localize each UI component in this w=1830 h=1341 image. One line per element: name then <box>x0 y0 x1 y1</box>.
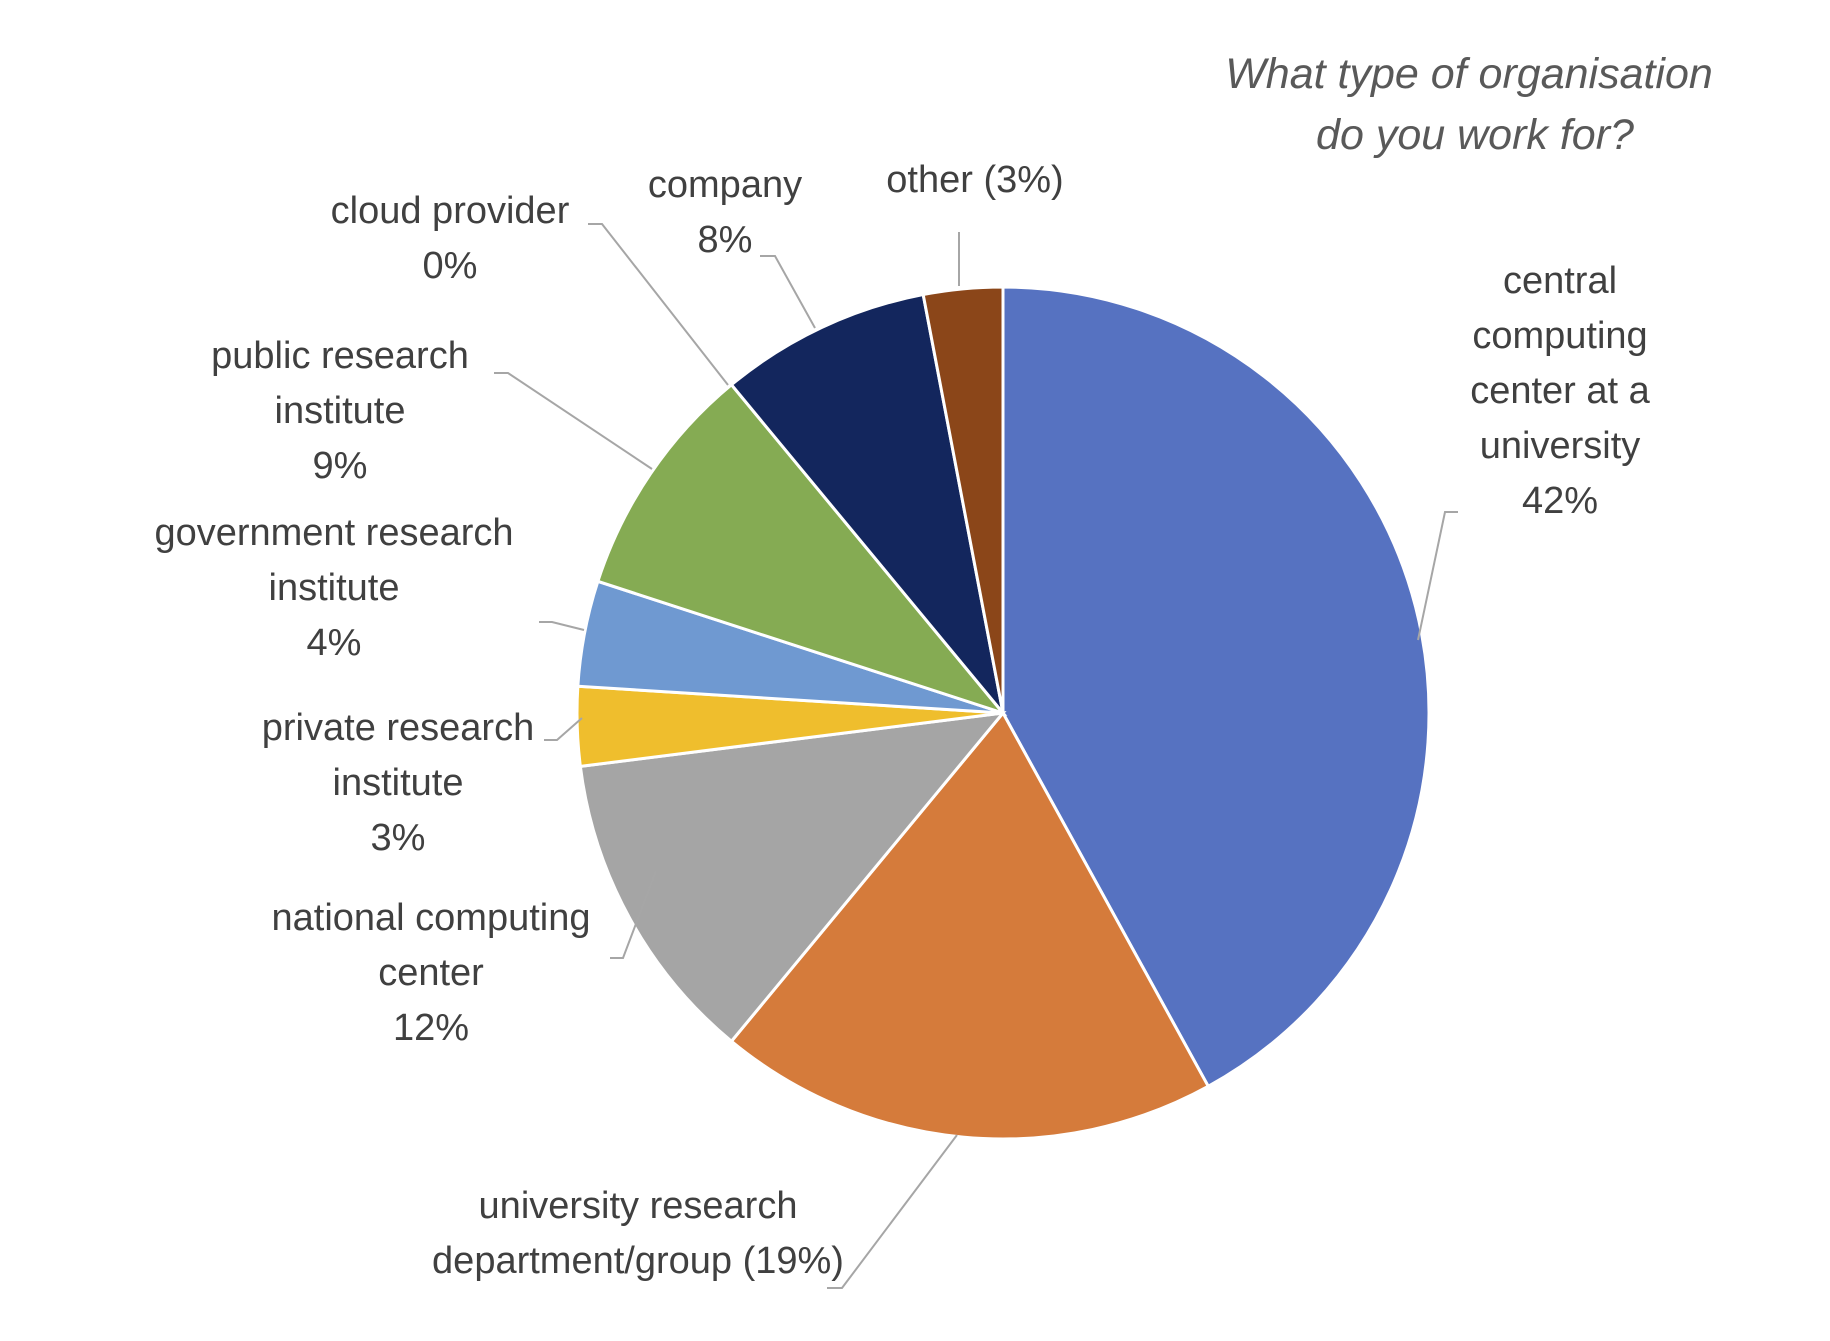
slice-label-line: university research <box>479 1185 798 1227</box>
slice-label-government-research-institute: government research institute 4% <box>154 512 513 664</box>
leader-line-company <box>760 255 816 329</box>
slice-label-line: central <box>1503 260 1617 302</box>
slice-label-national-computing-center: national computing center 12% <box>272 897 591 1049</box>
slice-label-private-research-institute: private research institute 3% <box>262 707 534 859</box>
slice-label-line: center at a <box>1470 370 1650 412</box>
slice-label-central-computing-center-at-a-university: central computing center at a university 42% <box>1470 260 1650 522</box>
slice-label-company: company 8% <box>648 164 802 261</box>
slice-label-line: 9% <box>313 445 368 487</box>
leader-line-public-research-institute <box>494 372 653 470</box>
slice-label-public-research-institute: public research institute 9% <box>211 335 469 487</box>
pie-slice-central-computing-center-at-a-university <box>1001 285 1431 1089</box>
slice-label-line: 4% <box>307 622 362 664</box>
slice-label-line: computing <box>1472 315 1647 357</box>
pie-slice-other <box>921 285 1005 714</box>
leader-line-private-research-institute <box>544 717 583 741</box>
slice-labels: central computing center at a university 42%… <box>154 159 1650 1282</box>
slice-label-line: department/group (19%) <box>432 1240 844 1282</box>
leader-line-central-computing-center-at-a-university <box>1417 511 1458 641</box>
chart-title: What type of organisation do you work fo… <box>1225 50 1725 159</box>
slice-label-line: 0% <box>423 245 478 287</box>
leader-line-cloud-provider <box>588 223 729 386</box>
slice-label-other: other (3%) <box>886 159 1063 201</box>
slice-label-line: company <box>648 164 802 206</box>
slice-label-line: institute <box>269 567 400 609</box>
leader-line-university-research-department-group <box>827 1134 958 1289</box>
slice-label-university-research-department-group: university research department/group (19%… <box>432 1185 844 1282</box>
pie-slice-company <box>729 292 1005 714</box>
slice-label-line: 12% <box>393 1007 469 1049</box>
slice-label-line: center <box>378 952 484 994</box>
pie-slices <box>575 285 1431 1141</box>
slice-label-line: 8% <box>698 219 753 261</box>
leader-line-national-computing-center <box>610 870 657 959</box>
slice-label-line: institute <box>275 390 406 432</box>
pie-slice-university-research-department-group <box>729 710 1211 1141</box>
slice-label-line: university <box>1480 425 1641 467</box>
slice-label-line: 3% <box>371 817 426 859</box>
slice-label-line: public research <box>211 335 469 377</box>
slice-label-line: government research <box>154 512 513 554</box>
pie-slice-public-research-institute <box>595 382 1008 717</box>
slice-label-line: 42% <box>1522 480 1598 522</box>
slice-label-line: other (3%) <box>886 159 1063 201</box>
chart-title-line-2: do you work for? <box>1316 111 1634 159</box>
slice-label-line: institute <box>333 762 464 804</box>
chart-title-line-1: What type of organisation <box>1225 50 1713 98</box>
leader-line-government-research-institute <box>539 621 585 631</box>
pie-slice-national-computing-center <box>578 711 1007 1044</box>
slice-label-line: national computing <box>272 897 591 939</box>
slice-label-line: private research <box>262 707 534 749</box>
slice-label-line: cloud provider <box>331 190 570 232</box>
slice-label-cloud-provider: cloud provider 0% <box>331 190 570 287</box>
label-leader-lines <box>494 223 1458 1289</box>
